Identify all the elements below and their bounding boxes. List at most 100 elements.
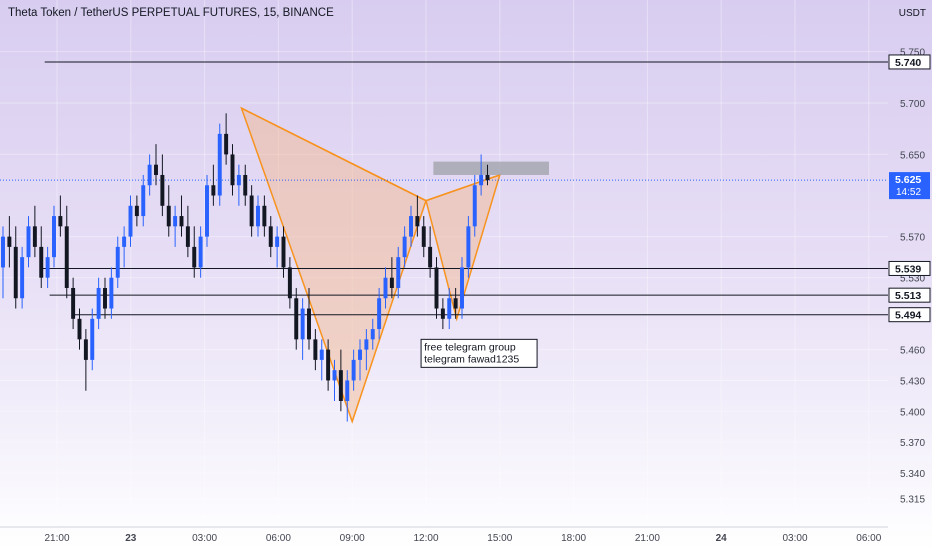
candle-body [268,226,273,247]
candle-body [154,164,158,175]
candle [185,205,190,258]
candle [262,195,267,237]
candle [1,226,5,299]
candle [389,257,394,299]
candle-body [300,308,305,340]
candle-body [1,236,5,268]
candle [447,287,452,330]
candle [415,195,420,237]
x-tick-label: 03:00 [192,533,217,544]
candle-body [313,339,318,360]
candle [71,277,76,330]
candle-body [217,133,222,196]
candle [364,329,369,371]
candle-body [173,216,178,227]
candle-body [428,246,433,268]
candle [313,329,318,371]
candle-body [275,236,280,247]
candle-body [377,298,382,330]
candle [434,257,439,319]
candle-body [109,277,114,309]
level-label-box [888,287,931,303]
candle [166,185,171,237]
y-tick-label: 5.650 [900,150,925,161]
x-tick-label: 03:00 [782,533,807,544]
level-label: 5.513 [895,290,921,302]
candle [45,246,50,288]
candle [345,370,350,422]
candle-body [262,205,267,227]
candle [281,226,286,278]
candle-body [32,226,37,247]
candle-body [389,277,394,288]
candle [268,216,273,258]
candle [154,144,158,186]
candle-body [396,257,401,288]
candle [32,205,37,258]
symbol-title[interactable]: Theta Token / TetherUS PERPETUAL FUTURES… [8,7,334,19]
candle-body [307,308,311,340]
x-tick-label: 18:00 [561,533,586,544]
last-price-tag [889,172,930,200]
x-tick-label: 21:00 [44,533,69,544]
candle [440,298,445,330]
candle-body [77,318,82,340]
candle [236,164,241,206]
x-tick-label: 12:00 [413,533,438,544]
y-tick-label: 5.430 [900,376,925,387]
candle [383,267,388,309]
candle-body [281,236,286,268]
candle [294,287,299,350]
level-label: 5.494 [895,310,921,322]
candle [377,287,382,340]
candle-body [211,185,216,196]
candle-body [332,370,337,381]
candle [453,287,458,319]
level-label: 5.539 [895,263,921,275]
candle [103,277,107,319]
candle [421,216,426,258]
candle-body [224,133,229,155]
candle [7,216,12,268]
candle [409,205,413,247]
candle-body [230,154,235,186]
y-tick-label: 5.570 [900,233,925,244]
x-tick-label: 23 [125,533,137,544]
countdown-label: 14:52 [896,187,921,198]
candle [358,339,362,381]
candle [96,277,101,330]
candle-body [141,185,146,217]
candle [338,349,343,412]
candle [370,318,375,350]
candle [243,164,248,206]
candle-body [364,339,369,350]
candle [307,287,311,350]
x-tick-label: 09:00 [340,533,365,544]
y-tick-label: 5.530 [900,274,925,285]
candle [77,308,82,350]
candle [83,329,88,391]
candle [485,164,490,186]
y-tick-label: 5.400 [900,407,925,418]
candle [460,257,464,319]
candle-body [345,380,350,401]
candle [300,298,305,360]
candle-body [147,164,152,186]
candle-body [402,236,407,258]
candle [26,216,31,268]
candle [141,174,146,227]
candle [115,236,120,288]
candle-body [319,349,324,360]
candle [64,205,69,299]
candle [13,226,18,309]
candle-body [358,349,362,360]
candle [205,174,209,247]
candle-body [115,246,120,278]
candle-body [134,205,139,217]
candle-body [460,267,464,309]
candle [224,113,229,165]
candle [109,267,114,319]
candle [179,195,184,237]
